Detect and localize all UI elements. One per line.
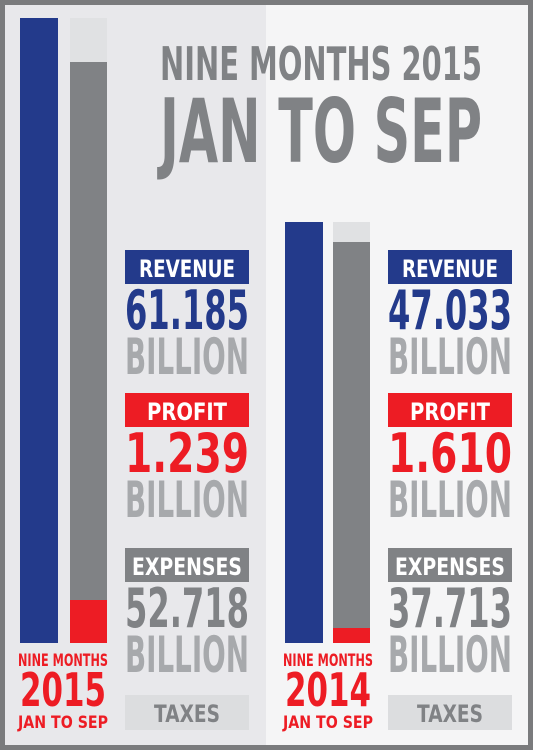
metric-box: [388, 393, 512, 427]
metric-label: EXPENSES: [132, 553, 242, 581]
metric-value: 52.718: [125, 577, 249, 640]
taxes-box: [388, 695, 512, 730]
metric-unit: BILLION: [125, 471, 249, 529]
metric-unit: BILLION: [388, 328, 512, 386]
metric-box: [125, 393, 249, 427]
blue-bar: [20, 18, 58, 643]
title-line2: JAN TO SEP: [157, 80, 482, 183]
metric-value: 47.033: [388, 279, 512, 342]
taxes-label: TAXES: [417, 700, 483, 728]
bar-top: [70, 18, 107, 62]
metric-value: 1.610: [388, 422, 512, 485]
metric-unit: BILLION: [388, 626, 512, 684]
gray-bar: [333, 242, 370, 628]
metric-box: [388, 250, 512, 284]
blue-bar: [285, 222, 323, 643]
metric-label: PROFIT: [410, 398, 491, 426]
metric-box: [125, 548, 249, 582]
metric-unit: BILLION: [125, 626, 249, 684]
title-line1: NINE MONTHS 2015: [160, 37, 482, 91]
metric-value: 1.239: [125, 422, 249, 485]
period-line2: JAN TO SEP: [282, 713, 373, 733]
metric-unit: BILLION: [388, 471, 512, 529]
period-year: 2014: [285, 663, 371, 717]
metric-label: REVENUE: [139, 255, 235, 283]
taxes-box: [125, 695, 249, 730]
metric-box: [125, 250, 249, 284]
metric-value: 37.713: [388, 577, 512, 640]
gray-bar: [70, 62, 107, 600]
metric-box: [388, 548, 512, 582]
metric-label: EXPENSES: [395, 553, 505, 581]
metric-label: PROFIT: [147, 398, 228, 426]
period-line1: NINE MONTHS: [283, 651, 373, 671]
period-year: 2015: [20, 663, 106, 717]
taxes-label: TAXES: [154, 700, 220, 728]
metric-label: REVENUE: [402, 255, 498, 283]
bar-top: [333, 222, 370, 242]
period-line1: NINE MONTHS: [18, 651, 108, 671]
red-bar: [333, 628, 370, 643]
red-bar: [70, 600, 107, 643]
period-line2: JAN TO SEP: [17, 713, 108, 733]
metric-unit: BILLION: [125, 328, 249, 386]
metric-value: 61.185: [125, 279, 249, 342]
